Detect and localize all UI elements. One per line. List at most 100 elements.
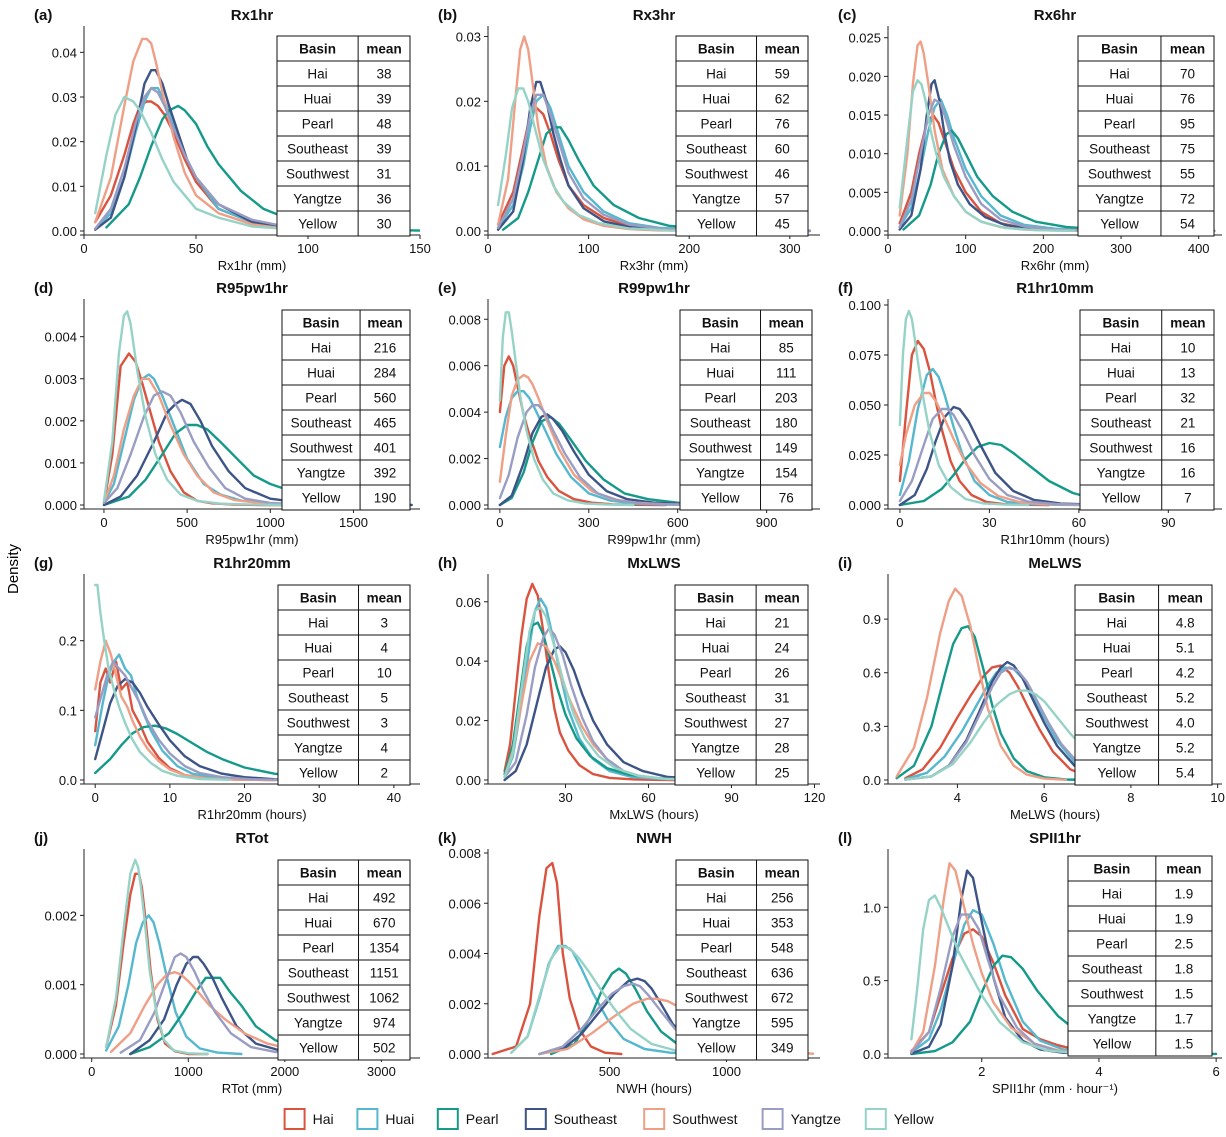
table-cell-mean: 492: [373, 891, 396, 906]
y-tick-label: 0.025: [848, 448, 881, 463]
y-tick-label: 0.01: [52, 179, 77, 194]
table-cell-basin: Yangtze: [1097, 466, 1146, 481]
x-tick-label: 6: [1213, 1064, 1220, 1079]
table-cell-mean: 39: [377, 92, 392, 107]
table-cell-basin: Pearl: [302, 117, 334, 132]
y-tick-label: 0.002: [448, 452, 481, 467]
summary-table: Basin mean Hai 256 Huai 353 Pearl 548 Southeast 6…: [675, 859, 809, 1061]
panel-letter: (k): [438, 830, 456, 847]
table-cell-basin: Yangtze: [691, 741, 740, 756]
table-cell-basin: Southeast: [288, 691, 349, 706]
table-header-mean: mean: [769, 316, 804, 331]
table-cell-basin: Pearl: [700, 666, 732, 681]
table-cell-mean: 32: [1180, 391, 1195, 406]
x-tick-label: 8: [1127, 790, 1134, 805]
series-line-yellow: [510, 944, 709, 1055]
x-axis-label: RTot (mm): [222, 1081, 282, 1096]
table-header-basin: Basin: [1098, 591, 1135, 606]
y-tick-label: 0.02: [52, 135, 77, 150]
table-cell-mean: 180: [775, 416, 798, 431]
legend-label: Southeast: [554, 1111, 617, 1127]
table-header-basin: Basin: [1102, 316, 1139, 331]
series-line-southwest: [102, 377, 355, 507]
table-cell-basin: Southeast: [288, 966, 349, 981]
table-cell-mean: 38: [377, 67, 392, 82]
table-cell-basin: Yellow: [302, 491, 341, 506]
legend-item-yellow: Yellow: [864, 1108, 935, 1130]
table-cell-mean: 76: [1180, 92, 1195, 107]
table-cell-basin: Pearl: [1105, 391, 1137, 406]
series-group: [102, 310, 413, 507]
series-line-yellow: [102, 310, 297, 507]
y-tick-label: 0.001: [44, 456, 77, 471]
table-cell-mean: 1.7: [1175, 1012, 1194, 1027]
legend-label: Yangtze: [791, 1111, 842, 1127]
y-tick-label: 0.075: [848, 348, 881, 363]
table-cell-basin: Southeast: [1082, 962, 1143, 977]
table-cell-basin: Southeast: [686, 966, 747, 981]
table-cell-mean: 21: [1180, 416, 1195, 431]
table-cell-basin: Yangtze: [1093, 741, 1142, 756]
table-cell-basin: Southwest: [1085, 716, 1148, 731]
legend-item-southwest: Southwest: [643, 1108, 738, 1130]
table-cell-mean: 46: [775, 167, 790, 182]
table-cell-mean: 149: [775, 441, 798, 456]
summary-table: Basin mean Hai 1.9 Huai 1.9 Pearl 2.5 Southeast 1…: [1067, 855, 1213, 1057]
table-cell-mean: 31: [377, 167, 392, 182]
panel-letter: (g): [34, 555, 53, 572]
table-cell-mean: 353: [771, 916, 794, 931]
table-cell-mean: 1.8: [1175, 962, 1194, 977]
table-cell-mean: 392: [374, 466, 397, 481]
table-cell-basin: Yellow: [1102, 491, 1141, 506]
summary-table: Basin mean Hai 10 Huai 13 Pearl 32 Southeast 21 So…: [1079, 309, 1215, 511]
table-cell-basin: Huai: [304, 916, 332, 931]
panel-title: R1hr10mm: [1016, 280, 1094, 297]
legend-label: Huai: [385, 1111, 414, 1127]
panel-letter: (l): [838, 830, 852, 847]
series-line-hai: [93, 660, 276, 782]
x-tick-label: 4: [1095, 1064, 1102, 1079]
table-cell-mean: 670: [373, 916, 396, 931]
table-cell-basin: Hai: [1111, 341, 1131, 356]
table-cell-mean: 3: [381, 616, 389, 631]
y-tick-label: 1.0: [863, 900, 881, 915]
table-cell-basin: Yellow: [697, 1041, 736, 1056]
y-tick-label: 0.010: [848, 147, 881, 162]
table-cell-mean: 75: [1180, 142, 1195, 157]
panel-rx1hr: (a) Rx1hr 0.00 0.01 0.02 0.03 0.04 0 50 100 150 Rx1…: [34, 7, 431, 273]
table-cell-mean: 4.2: [1176, 666, 1195, 681]
series-line-southeast: [129, 955, 344, 1056]
x-tick-label: 900: [756, 515, 778, 530]
table-cell-mean: 4.8: [1176, 616, 1195, 631]
y-tick-label: 0.015: [848, 108, 881, 123]
series-line-yellow: [93, 95, 377, 232]
panel-title: R1hr20mm: [213, 555, 291, 572]
y-tick-label: 0.000: [44, 1047, 77, 1062]
table-cell-basin: Hai: [308, 616, 328, 631]
legend-label: Southwest: [672, 1111, 737, 1127]
panel-rtot: (j) RTot 0.000 0.001 0.002 0 1000 2000 3000 RTot …: [34, 830, 420, 1096]
table-header-mean: mean: [765, 42, 800, 57]
y-tick-label: 0.3: [863, 719, 881, 734]
table-cell-mean: 974: [373, 1016, 396, 1031]
x-tick-label: 90: [1161, 515, 1175, 530]
series-line-yangtze: [93, 660, 291, 782]
y-tick-label: 0.002: [44, 414, 77, 429]
table-cell-mean: 57: [775, 192, 790, 207]
table-cell-basin: Yangtze: [294, 1016, 343, 1031]
y-tick-label: 0.9: [863, 612, 881, 627]
table-cell-mean: 5.1: [1176, 641, 1195, 656]
x-tick-label: 100: [297, 241, 319, 256]
table-header-basin: Basin: [698, 866, 735, 881]
table-cell-mean: 502: [373, 1041, 396, 1056]
x-tick-label: 60: [641, 790, 655, 805]
x-tick-label: 30: [312, 790, 326, 805]
table-cell-mean: 36: [377, 192, 392, 207]
table-cell-basin: Hai: [307, 67, 327, 82]
x-axis-label: R99pw1hr (mm): [607, 532, 700, 547]
x-axis-label: Rx3hr (mm): [620, 258, 689, 273]
legend-item-pearl: Pearl: [436, 1108, 498, 1130]
table-cell-basin: Yangtze: [1088, 1012, 1137, 1027]
table-cell-basin: Southwest: [290, 441, 353, 456]
